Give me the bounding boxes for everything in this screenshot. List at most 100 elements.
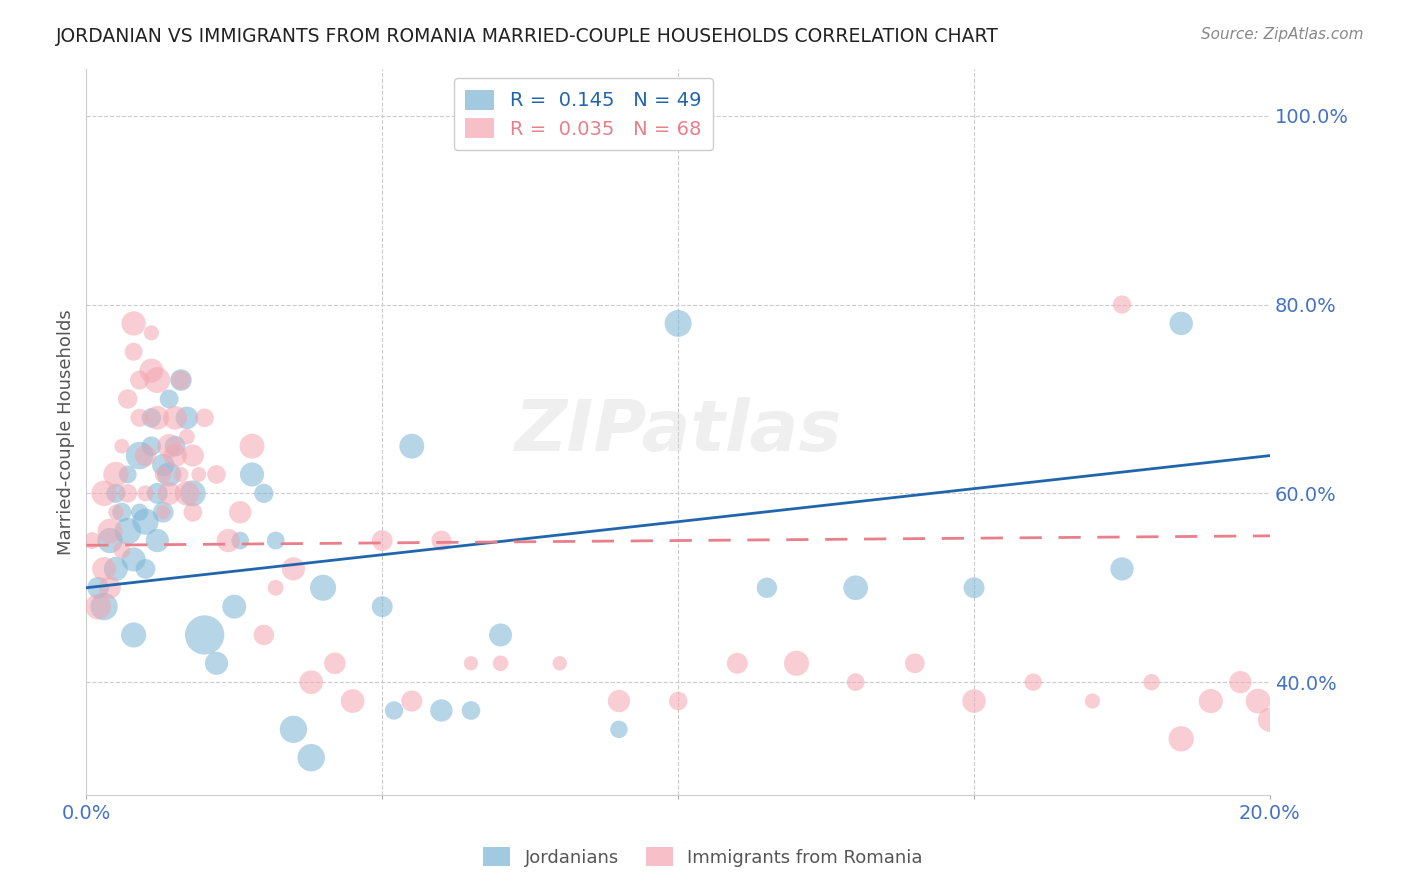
Point [122, 628, 145, 642]
Point [430, 704, 453, 718]
Point [165, 449, 187, 463]
Point [1140, 675, 1163, 690]
Point [253, 486, 276, 500]
Point [548, 657, 571, 671]
Point [283, 723, 305, 737]
Point [141, 439, 163, 453]
Point [134, 515, 156, 529]
Point [104, 467, 127, 482]
Point [157, 392, 180, 406]
Point [146, 533, 169, 548]
Text: Source: ZipAtlas.com: Source: ZipAtlas.com [1201, 27, 1364, 42]
Point [401, 694, 423, 708]
Point [122, 317, 145, 331]
Point [152, 505, 174, 519]
Point [460, 704, 482, 718]
Point [342, 694, 364, 708]
Point [1247, 694, 1270, 708]
Point [240, 439, 263, 453]
Point [181, 449, 204, 463]
Point [382, 704, 405, 718]
Point [299, 675, 322, 690]
Point [134, 562, 156, 576]
Point [371, 533, 394, 548]
Point [1170, 731, 1192, 746]
Point [170, 373, 193, 387]
Point [229, 533, 252, 548]
Point [87, 581, 110, 595]
Point [666, 694, 689, 708]
Point [217, 533, 239, 548]
Point [98, 524, 121, 538]
Point [111, 439, 134, 453]
Point [253, 628, 276, 642]
Point [104, 562, 127, 576]
Point [430, 533, 453, 548]
Point [122, 552, 145, 566]
Point [489, 628, 512, 642]
Point [371, 599, 394, 614]
Point [904, 657, 927, 671]
Point [134, 449, 156, 463]
Point [224, 599, 246, 614]
Point [264, 581, 287, 595]
Point [963, 694, 986, 708]
Point [152, 505, 174, 519]
Point [87, 599, 110, 614]
Point [785, 657, 807, 671]
Point [152, 467, 174, 482]
Point [128, 505, 150, 519]
Point [1022, 675, 1045, 690]
Point [128, 373, 150, 387]
Point [104, 486, 127, 500]
Point [229, 505, 252, 519]
Point [755, 581, 778, 595]
Point [117, 467, 139, 482]
Point [725, 657, 748, 671]
Point [157, 439, 180, 453]
Point [1199, 694, 1222, 708]
Point [146, 486, 169, 500]
Point [963, 581, 986, 595]
Point [111, 543, 134, 558]
Point [194, 410, 217, 425]
Point [93, 486, 115, 500]
Point [176, 486, 198, 500]
Point [205, 657, 228, 671]
Point [181, 505, 204, 519]
Point [93, 562, 115, 576]
Point [187, 467, 209, 482]
Point [1111, 562, 1133, 576]
Point [170, 467, 193, 482]
Point [264, 533, 287, 548]
Point [845, 675, 868, 690]
Point [401, 439, 423, 453]
Point [141, 363, 163, 377]
Point [181, 486, 204, 500]
Point [128, 410, 150, 425]
Point [176, 410, 198, 425]
Point [98, 533, 121, 548]
Point [117, 486, 139, 500]
Point [82, 533, 104, 548]
Point [176, 430, 198, 444]
Point [489, 657, 512, 671]
Point [1229, 675, 1251, 690]
Point [93, 599, 115, 614]
Point [157, 467, 180, 482]
Legend: R =  0.145   N = 49, R =  0.035   N = 68: R = 0.145 N = 49, R = 0.035 N = 68 [454, 78, 713, 151]
Point [205, 467, 228, 482]
Point [299, 750, 322, 764]
Point [1081, 694, 1104, 708]
Point [165, 410, 187, 425]
Point [170, 373, 193, 387]
Point [1258, 713, 1281, 727]
Point [666, 317, 689, 331]
Point [460, 657, 482, 671]
Point [1111, 297, 1133, 311]
Legend: Jordanians, Immigrants from Romania: Jordanians, Immigrants from Romania [475, 840, 931, 874]
Point [141, 410, 163, 425]
Point [104, 505, 127, 519]
Point [1170, 317, 1192, 331]
Text: JORDANIAN VS IMMIGRANTS FROM ROMANIA MARRIED-COUPLE HOUSEHOLDS CORRELATION CHART: JORDANIAN VS IMMIGRANTS FROM ROMANIA MAR… [56, 27, 1000, 45]
